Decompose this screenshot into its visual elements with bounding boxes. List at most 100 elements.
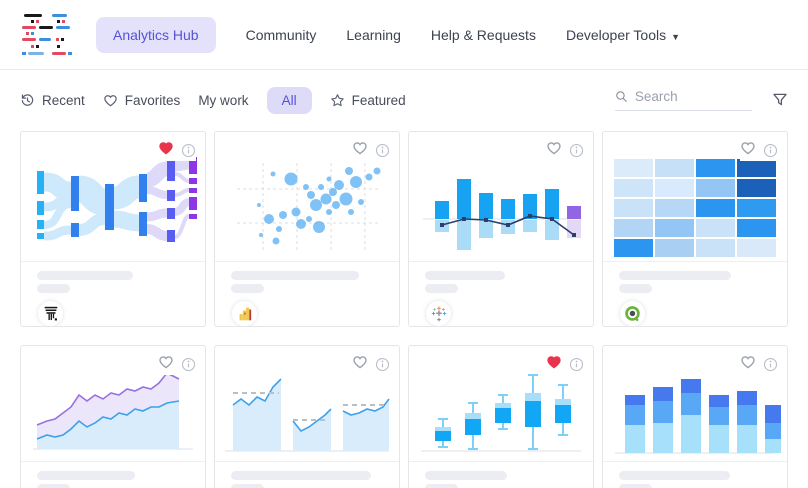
filter-featured-label: Featured bbox=[351, 92, 406, 108]
favorite-button[interactable] bbox=[740, 354, 756, 375]
info-icon bbox=[375, 357, 390, 372]
filter-actions bbox=[615, 89, 788, 111]
card-bubble-scatter[interactable] bbox=[214, 131, 400, 327]
star-icon bbox=[330, 93, 344, 106]
dashboard-card-grid bbox=[0, 122, 808, 488]
filter-funnel-button[interactable] bbox=[772, 92, 788, 108]
skeleton-title bbox=[231, 471, 371, 480]
card-meta bbox=[21, 262, 205, 326]
filter-favorites-label: Favorites bbox=[124, 92, 181, 108]
favorite-button[interactable] bbox=[740, 140, 756, 161]
nav-item-community[interactable]: Community bbox=[245, 26, 317, 43]
chevron-down-icon: ▼ bbox=[671, 31, 681, 42]
heart-icon bbox=[353, 142, 367, 155]
favorite-button[interactable] bbox=[158, 140, 174, 161]
main-nav: Analytics Hub Community Learning Help & … bbox=[96, 16, 680, 53]
filter-all-label: All bbox=[281, 92, 297, 108]
card-box-plot[interactable] bbox=[408, 345, 594, 488]
info-icon bbox=[569, 143, 584, 158]
info-icon bbox=[569, 357, 584, 372]
card-stacked-area[interactable] bbox=[20, 345, 206, 488]
skeleton-title bbox=[619, 271, 731, 280]
info-icon bbox=[375, 143, 390, 158]
nav-item-analytics-hub[interactable]: Analytics Hub bbox=[96, 16, 216, 53]
heart-icon bbox=[741, 356, 755, 369]
app-logo[interactable] bbox=[20, 12, 74, 58]
skeleton-subtitle bbox=[425, 484, 458, 488]
card-meta bbox=[21, 462, 205, 488]
tableau-logo-icon bbox=[425, 300, 452, 326]
card-area-small-multiples[interactable] bbox=[214, 345, 400, 488]
nav-item-help-requests[interactable]: Help & Requests bbox=[430, 26, 536, 43]
search-box bbox=[615, 89, 752, 111]
info-button[interactable] bbox=[181, 357, 196, 372]
pillar-logo-icon bbox=[37, 300, 64, 326]
card-meta bbox=[409, 262, 593, 326]
info-button[interactable] bbox=[375, 357, 390, 372]
info-icon bbox=[763, 143, 778, 158]
filter-recent-label: Recent bbox=[42, 92, 85, 108]
skyline-logo-icon bbox=[231, 300, 258, 326]
skeleton-subtitle bbox=[37, 484, 70, 488]
info-icon bbox=[181, 143, 196, 158]
skeleton-subtitle bbox=[619, 284, 652, 293]
card-meta bbox=[215, 262, 399, 326]
skeleton-subtitle bbox=[619, 484, 652, 488]
nav-item-developer-tools[interactable]: Developer Tools ▼ bbox=[566, 27, 680, 43]
info-button[interactable] bbox=[569, 357, 584, 372]
heart-outline-icon bbox=[104, 94, 117, 107]
filter-tabs: Recent Favorites My work All Featured bbox=[20, 86, 406, 114]
filter-recent[interactable]: Recent bbox=[20, 93, 85, 108]
info-button[interactable] bbox=[763, 357, 778, 372]
sankey-thumbnail bbox=[21, 132, 205, 262]
box-plot-thumbnail bbox=[409, 346, 593, 462]
qlik-logo-icon bbox=[619, 300, 646, 326]
skeleton-subtitle bbox=[231, 284, 264, 293]
filter-favorites[interactable]: Favorites bbox=[103, 92, 181, 108]
heart-icon bbox=[159, 142, 173, 155]
stacked-bar-thumbnail bbox=[603, 346, 787, 462]
filter-bar: Recent Favorites My work All Featured bbox=[0, 70, 808, 122]
card-meta bbox=[409, 462, 593, 488]
heart-icon bbox=[741, 142, 755, 155]
heart-icon bbox=[547, 356, 561, 369]
info-button[interactable] bbox=[763, 143, 778, 158]
developer-tools-label: Developer Tools bbox=[565, 26, 667, 43]
card-stacked-bar[interactable] bbox=[602, 345, 788, 488]
nav-item-learning[interactable]: Learning bbox=[346, 26, 401, 43]
favorite-button[interactable] bbox=[546, 140, 562, 161]
card-sankey[interactable] bbox=[20, 131, 206, 327]
info-icon bbox=[181, 357, 196, 372]
card-meta bbox=[603, 462, 787, 488]
card-meta bbox=[215, 462, 399, 488]
filter-all[interactable]: All bbox=[266, 86, 312, 114]
favorite-button[interactable] bbox=[546, 354, 562, 375]
card-meta bbox=[603, 262, 787, 326]
skeleton-subtitle bbox=[37, 284, 70, 293]
skeleton-title bbox=[37, 271, 133, 280]
filter-my-work[interactable]: My work bbox=[198, 93, 248, 108]
skeleton-title bbox=[425, 271, 505, 280]
heart-icon bbox=[547, 142, 561, 155]
search-icon bbox=[616, 91, 627, 102]
favorite-button[interactable] bbox=[352, 354, 368, 375]
skeleton-subtitle bbox=[231, 484, 264, 488]
info-button[interactable] bbox=[375, 143, 390, 158]
search-input[interactable] bbox=[634, 89, 752, 104]
stacked-area-thumbnail bbox=[21, 346, 205, 462]
heatmap-thumbnail bbox=[603, 132, 787, 262]
filter-my-work-label: My work bbox=[198, 92, 249, 108]
card-heatmap[interactable] bbox=[602, 131, 788, 327]
info-button[interactable] bbox=[569, 143, 584, 158]
info-button[interactable] bbox=[181, 143, 196, 158]
heart-icon bbox=[353, 356, 367, 369]
funnel-icon bbox=[773, 93, 787, 106]
small-multiples-thumbnail bbox=[215, 346, 399, 462]
bar-line-thumbnail bbox=[409, 132, 593, 262]
skeleton-title bbox=[425, 471, 507, 480]
filter-featured[interactable]: Featured bbox=[330, 93, 406, 108]
skeleton-title bbox=[231, 271, 359, 280]
favorite-button[interactable] bbox=[352, 140, 368, 161]
card-bar-line-combo[interactable] bbox=[408, 131, 594, 327]
favorite-button[interactable] bbox=[158, 354, 174, 375]
